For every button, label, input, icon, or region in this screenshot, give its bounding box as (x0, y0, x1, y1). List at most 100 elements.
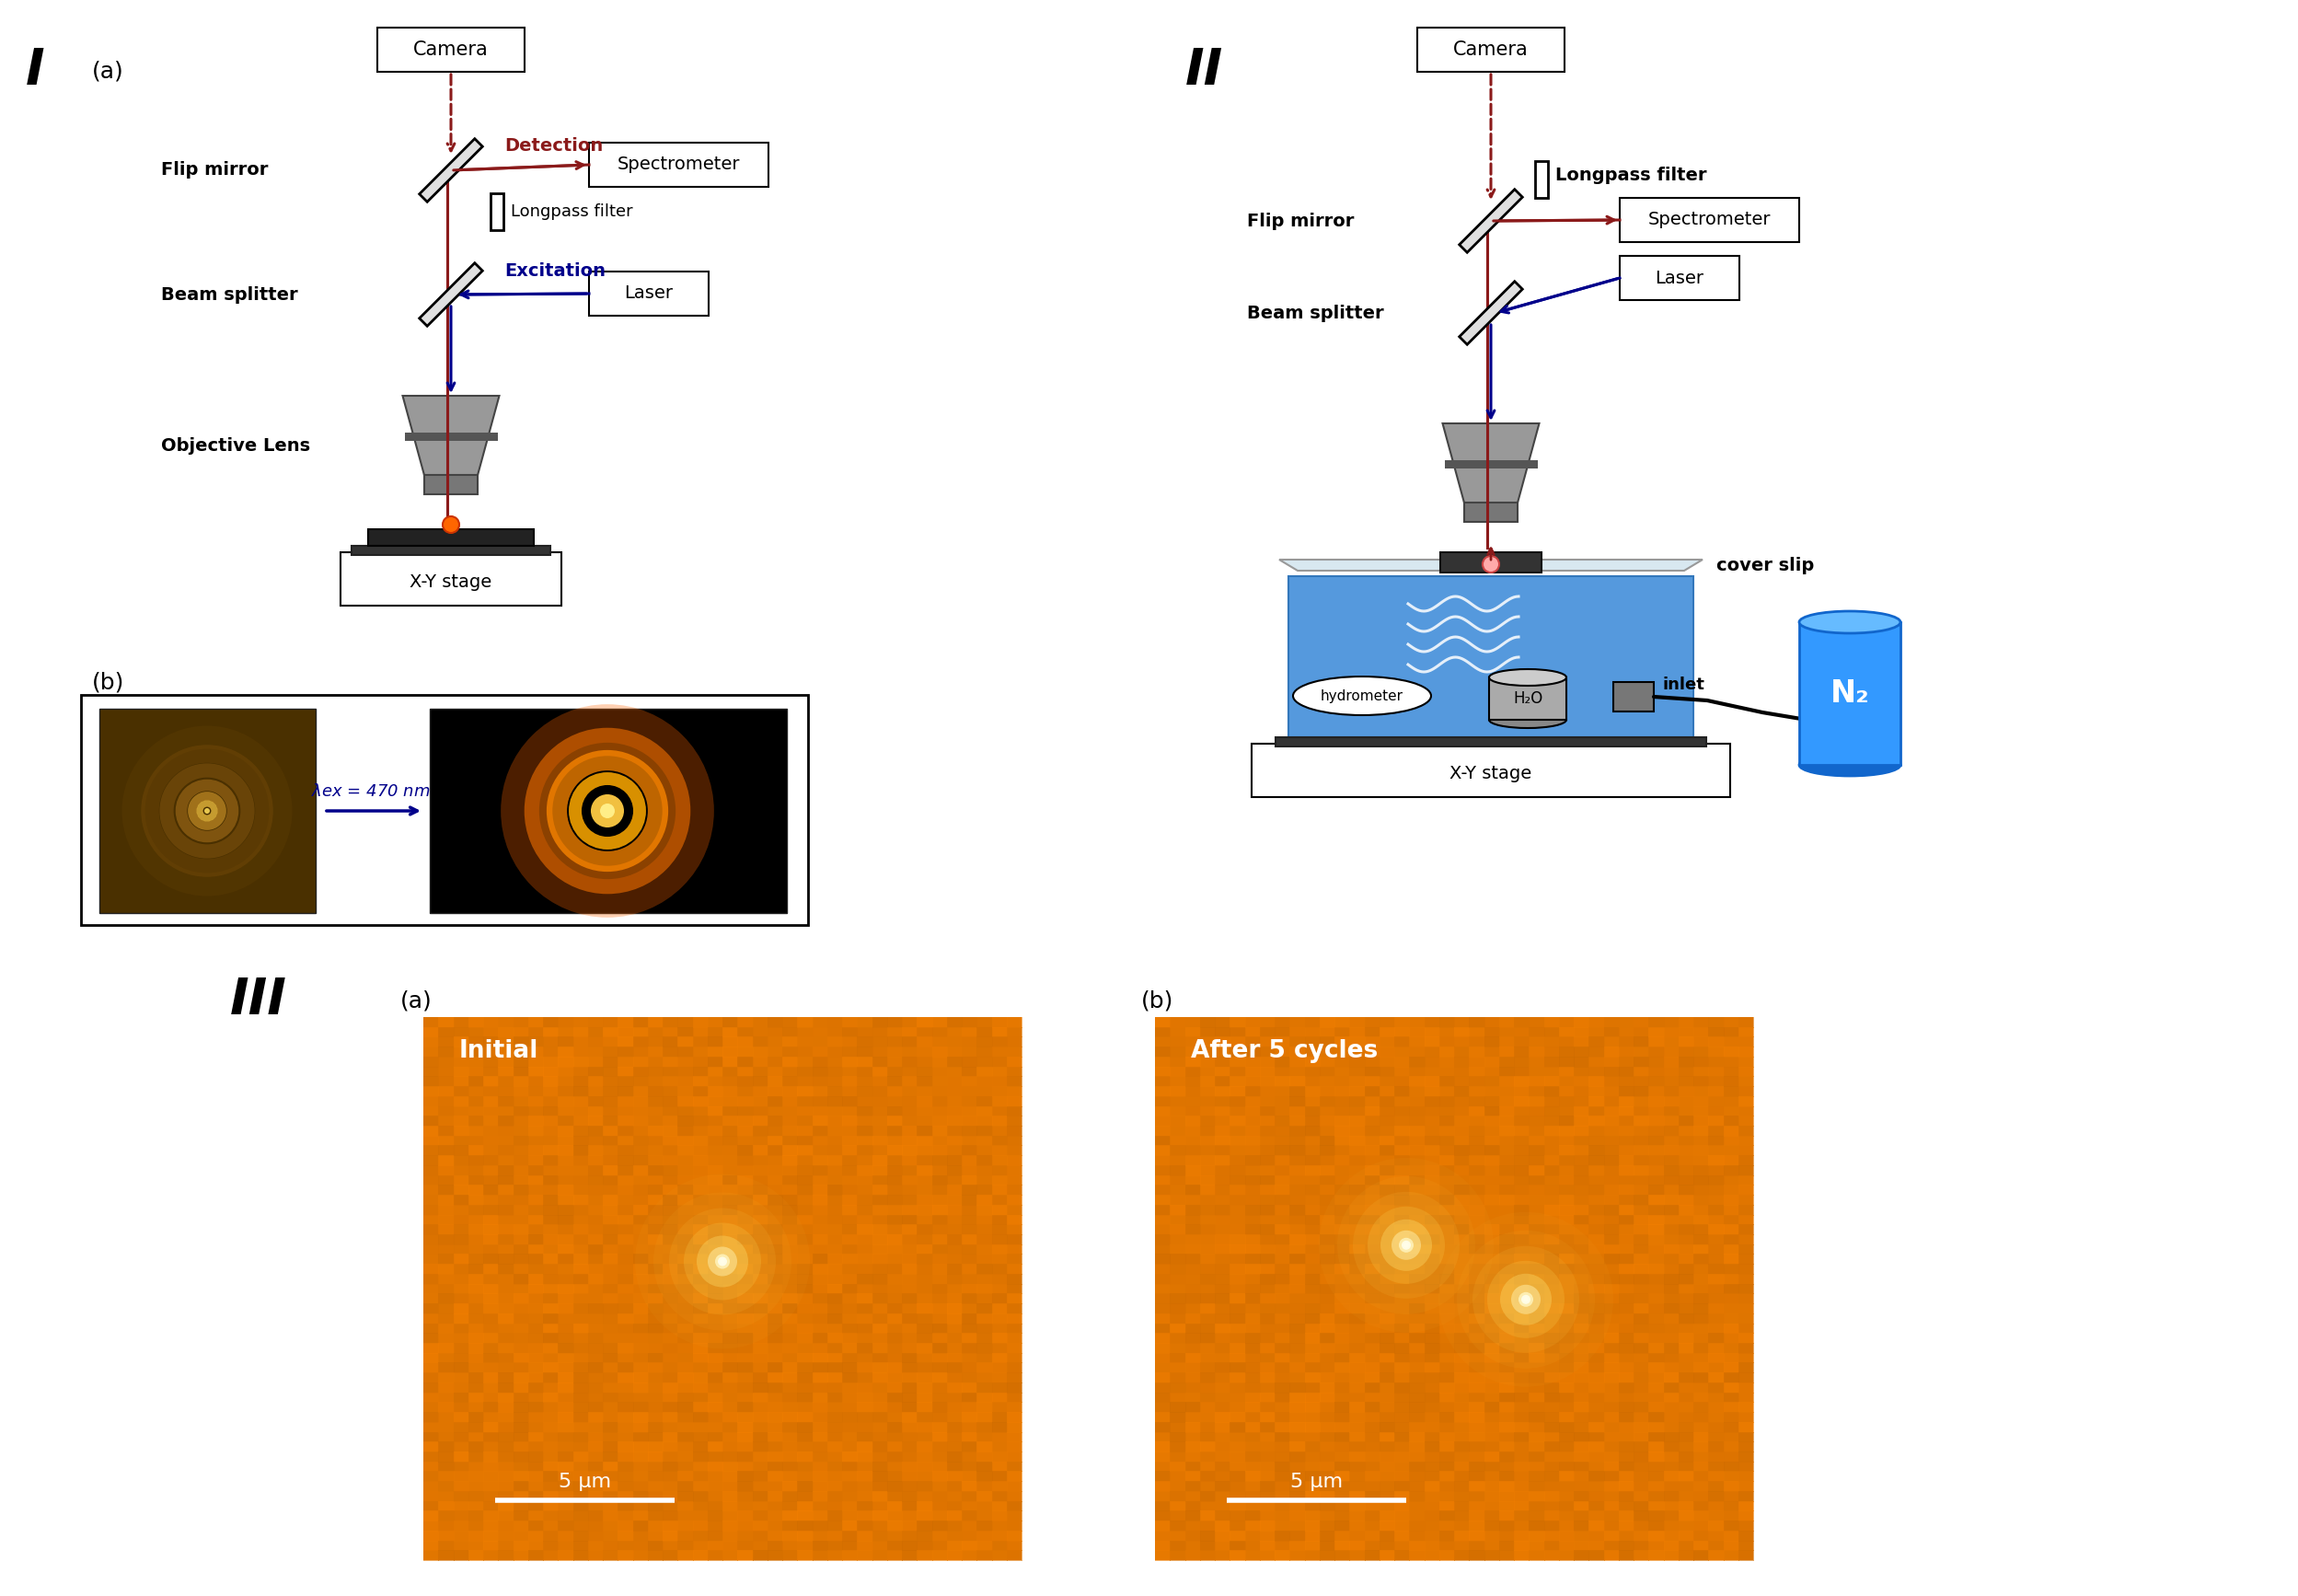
Bar (1648, 1441, 1664, 1452)
Bar (469, 1363, 485, 1374)
Bar (1335, 1333, 1351, 1344)
Bar (1305, 1106, 1321, 1117)
Bar (1335, 1412, 1351, 1422)
Bar (1246, 1531, 1262, 1542)
Bar (572, 1353, 588, 1363)
Bar (648, 1037, 664, 1047)
Bar (499, 1540, 515, 1551)
Bar (453, 1392, 469, 1403)
Bar (1439, 1472, 1455, 1483)
Bar (1186, 1184, 1202, 1195)
Bar (1724, 1156, 1740, 1167)
Bar (1379, 1462, 1395, 1472)
Bar (558, 1500, 574, 1511)
Bar (1007, 1195, 1023, 1205)
Bar (1305, 1540, 1321, 1551)
Bar (542, 1521, 558, 1532)
Bar (1259, 1373, 1275, 1384)
Text: Laser: Laser (1655, 270, 1703, 287)
Bar (1365, 1432, 1381, 1443)
Bar (1305, 1481, 1321, 1492)
Bar (602, 1195, 618, 1205)
Bar (1365, 1274, 1381, 1285)
Bar (1409, 1135, 1425, 1146)
Bar (529, 1373, 545, 1384)
Bar (512, 1116, 529, 1127)
Bar (1349, 1373, 1365, 1384)
Bar (1259, 1293, 1275, 1304)
Bar (662, 1116, 678, 1127)
Bar (708, 1403, 724, 1412)
Bar (963, 1540, 977, 1551)
Bar (632, 1175, 648, 1186)
Bar (1200, 1125, 1216, 1136)
Bar (1737, 1403, 1753, 1412)
Bar (662, 1500, 678, 1511)
Bar (558, 1274, 574, 1285)
Bar (1724, 1047, 1740, 1058)
Bar (1485, 1373, 1501, 1384)
Bar (963, 1283, 977, 1294)
Bar (901, 1304, 917, 1314)
Bar (887, 1215, 903, 1226)
Bar (1275, 1451, 1291, 1462)
Bar (1724, 1323, 1740, 1334)
Bar (572, 1234, 588, 1245)
Bar (963, 1026, 977, 1037)
Bar (1305, 1342, 1321, 1353)
Bar (1365, 1382, 1381, 1393)
Bar (588, 1165, 604, 1176)
Bar (722, 1047, 738, 1058)
Bar (1425, 1392, 1441, 1403)
Bar (1289, 576, 1694, 737)
Bar (1275, 1047, 1291, 1058)
Bar (871, 1066, 887, 1077)
Bar (841, 1057, 857, 1068)
Bar (1678, 1521, 1694, 1532)
Bar (1319, 1076, 1335, 1087)
Bar (781, 1057, 797, 1068)
Bar (1365, 1146, 1381, 1156)
Bar (1259, 1342, 1275, 1353)
Bar (483, 1422, 499, 1433)
Bar (1737, 1087, 1753, 1096)
Bar (1485, 1412, 1501, 1422)
Bar (963, 1342, 977, 1353)
Bar (871, 1462, 887, 1472)
Bar (1694, 1087, 1710, 1096)
Bar (1425, 1511, 1441, 1521)
Bar (1558, 1215, 1574, 1226)
Bar (1275, 1333, 1291, 1344)
Bar (648, 1026, 664, 1037)
Bar (1289, 1342, 1305, 1353)
Bar (423, 1057, 439, 1068)
Bar (1425, 1481, 1441, 1492)
Bar (1170, 1026, 1186, 1037)
Bar (1216, 1245, 1232, 1254)
Bar (1170, 1156, 1186, 1167)
Bar (1528, 1314, 1544, 1325)
Bar (1498, 1057, 1514, 1068)
Bar (1558, 1224, 1574, 1235)
Bar (841, 1245, 857, 1254)
Bar (797, 1234, 813, 1245)
Bar (1409, 1066, 1425, 1077)
Bar (1289, 1373, 1305, 1384)
Bar (572, 1017, 588, 1028)
Bar (1379, 1314, 1395, 1325)
Bar (1737, 1304, 1753, 1314)
Bar (1275, 1342, 1291, 1353)
Bar (1395, 1392, 1411, 1403)
Bar (692, 1472, 708, 1483)
Bar (1707, 1047, 1724, 1058)
Bar (1694, 1451, 1710, 1462)
Bar (632, 1531, 648, 1542)
Bar (662, 1224, 678, 1235)
Bar (1007, 1224, 1023, 1235)
Bar (1425, 1451, 1441, 1462)
Bar (1305, 1274, 1321, 1285)
Bar (1707, 1125, 1724, 1136)
Bar (1409, 1087, 1425, 1096)
Bar (781, 1382, 797, 1393)
Bar (841, 1066, 857, 1077)
